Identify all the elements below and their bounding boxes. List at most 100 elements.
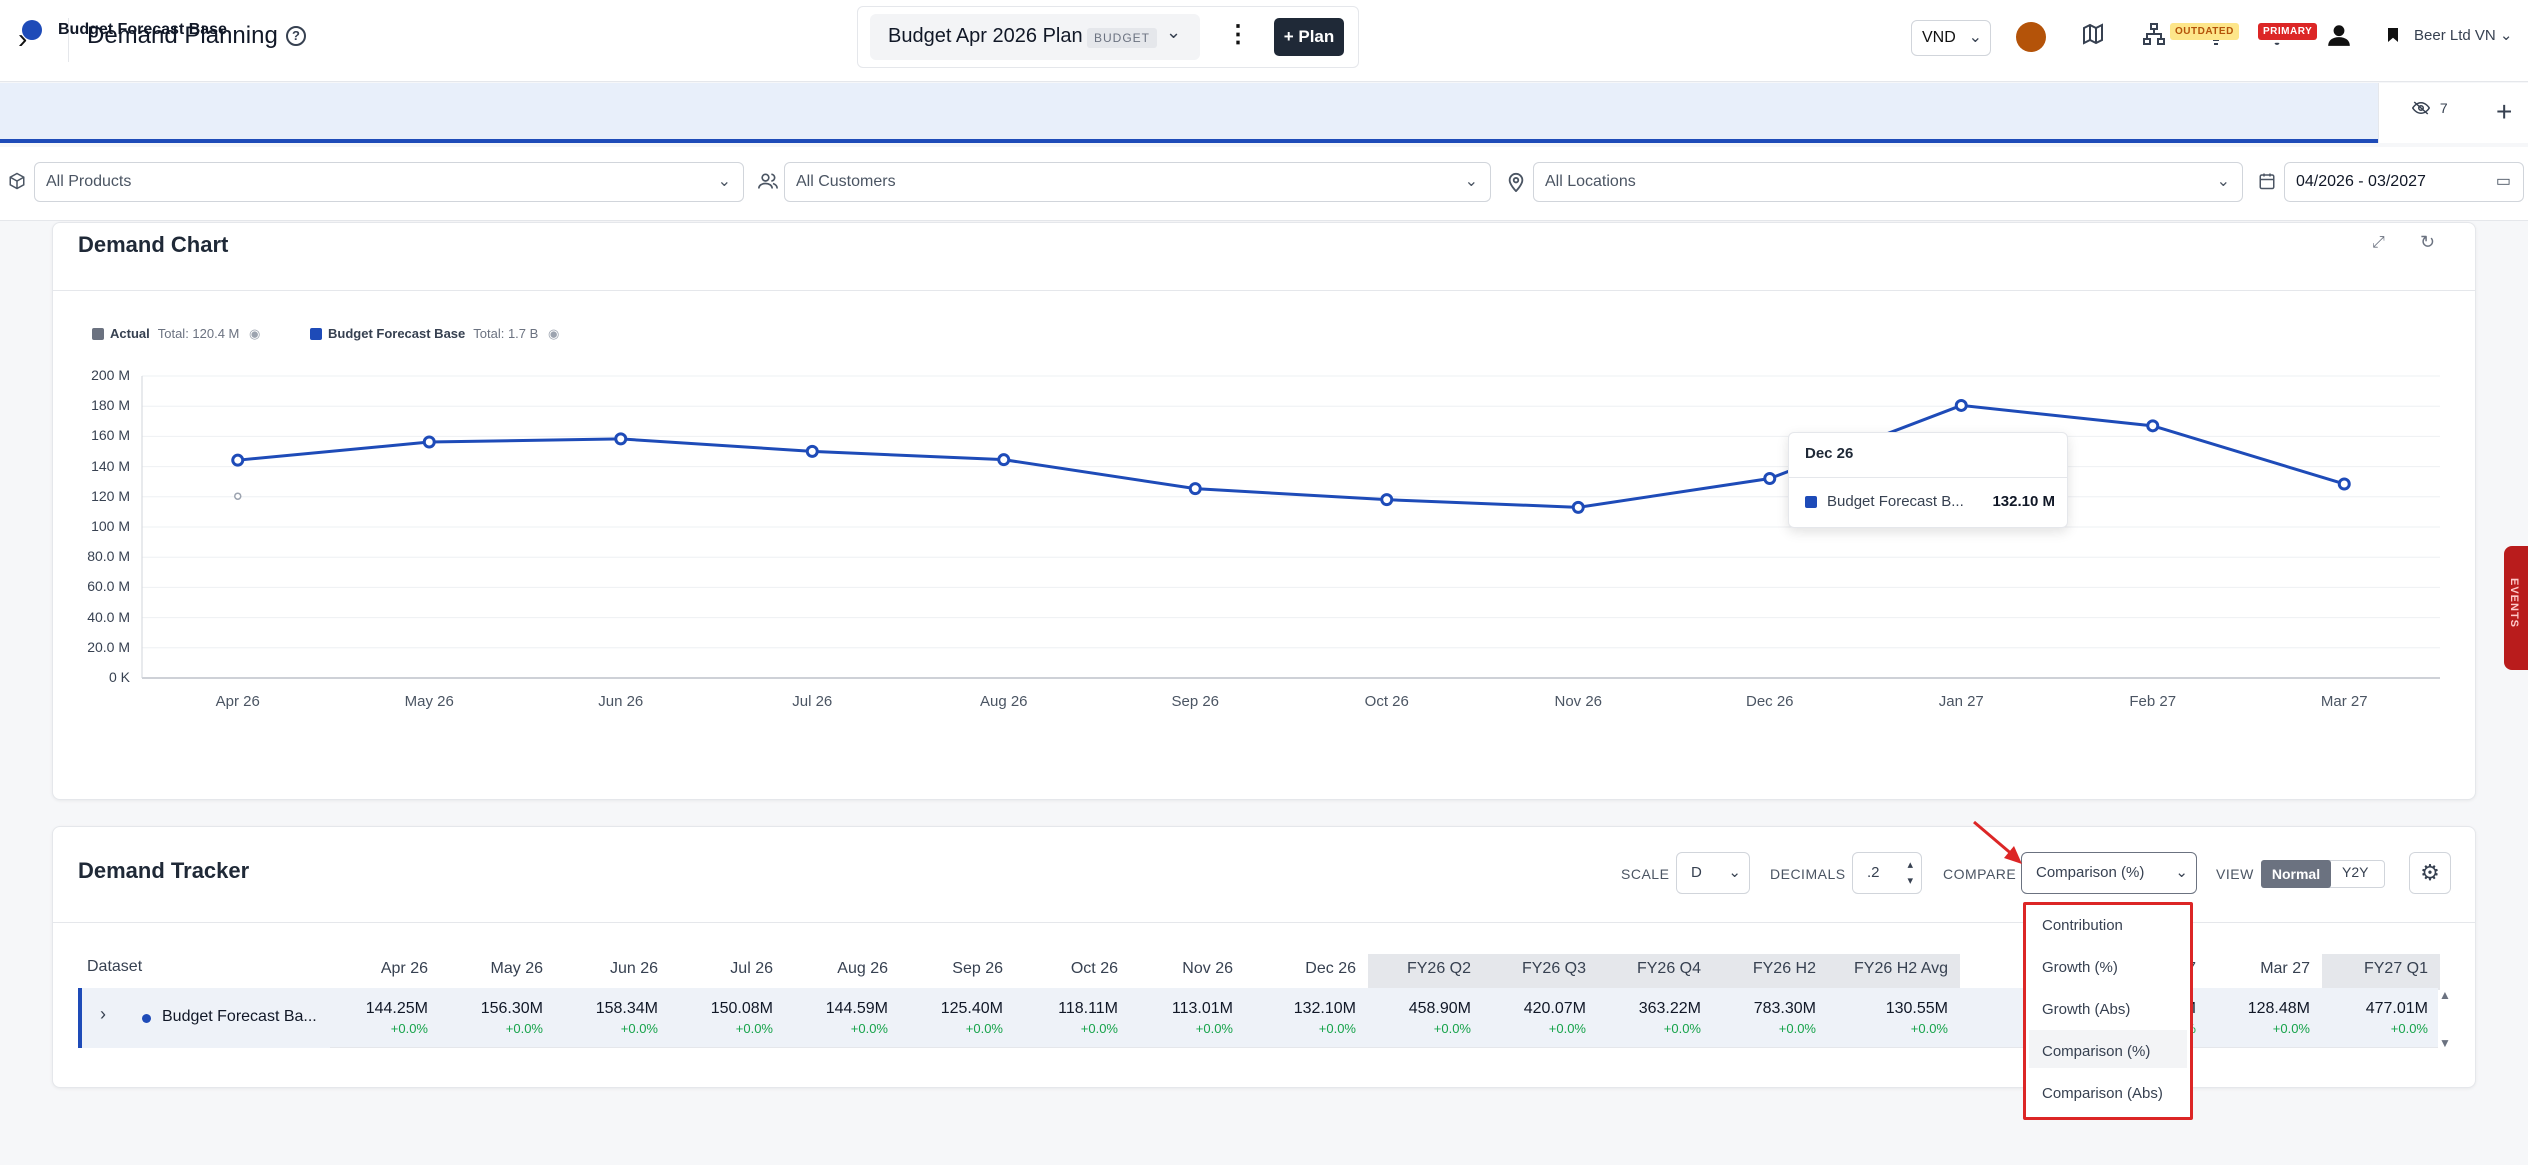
decimals-stepper[interactable]: .2 ▴ ▾ bbox=[1852, 852, 1922, 894]
column-header[interactable]: Aug 26 bbox=[837, 960, 888, 977]
row-name[interactable]: Budget Forecast Ba... bbox=[162, 1008, 317, 1025]
cell-change: +0.0% bbox=[735, 1021, 773, 1036]
chevron-down-icon[interactable]: ⌄ bbox=[1166, 22, 1182, 42]
add-scenario-icon[interactable]: + bbox=[2496, 96, 2513, 127]
column-header[interactable]: Mar 27 bbox=[2260, 960, 2310, 977]
currency-select[interactable]: VND ⌄ bbox=[1911, 20, 1991, 56]
eye-icon[interactable]: ◉ bbox=[249, 326, 261, 341]
column-header[interactable]: Apr 26 bbox=[380, 960, 428, 977]
column-header[interactable]: FY26 Q4 bbox=[1598, 954, 1713, 990]
table-cell[interactable]: 118.11M +0.0% bbox=[1015, 1000, 1118, 1036]
column-header[interactable]: May 26 bbox=[490, 960, 543, 977]
hierarchy-icon[interactable] bbox=[2140, 22, 2168, 50]
column-header[interactable]: Jul 26 bbox=[730, 960, 773, 977]
page-title: Demand Planning bbox=[87, 22, 278, 49]
products-filter[interactable]: All Products ⌄ bbox=[34, 162, 744, 202]
data-point[interactable] bbox=[805, 444, 819, 458]
data-point[interactable] bbox=[614, 432, 628, 446]
refresh-icon[interactable]: ↻ bbox=[2420, 232, 2436, 252]
tenant-name: Beer Ltd VN bbox=[2414, 27, 2496, 44]
data-point[interactable] bbox=[231, 453, 245, 467]
option-comparison-pct[interactable]: Comparison (%) bbox=[2042, 1043, 2151, 1060]
table-cell[interactable]: 363.22M +0.0% bbox=[1598, 1000, 1701, 1036]
column-header[interactable]: Jun 26 bbox=[609, 960, 658, 977]
customers-filter[interactable]: All Customers ⌄ bbox=[784, 162, 1491, 202]
chevron-down-icon: ⌄ bbox=[1968, 29, 1982, 46]
table-cell[interactable]: 128.48M +0.0% bbox=[2208, 1000, 2310, 1036]
scroll-up-icon[interactable]: ▲ bbox=[2439, 988, 2451, 1002]
data-point[interactable] bbox=[1188, 482, 1202, 496]
option-comparison-abs[interactable]: Comparison (Abs) bbox=[2042, 1085, 2163, 1102]
view-normal-button[interactable]: Normal bbox=[2261, 860, 2331, 888]
data-point[interactable] bbox=[1954, 398, 1968, 412]
cell-change: +0.0% bbox=[1910, 1021, 1948, 1036]
stepper-arrows-icon[interactable]: ▴ ▾ bbox=[1907, 859, 1913, 887]
column-header[interactable]: Dec 26 bbox=[1305, 960, 1356, 977]
table-cell[interactable]: 420.07M +0.0% bbox=[1483, 1000, 1586, 1036]
date-range-input[interactable]: 04/2026 - 03/2027 ▭ bbox=[2284, 162, 2524, 202]
option-contribution[interactable]: Contribution bbox=[2042, 917, 2123, 934]
calendar-icon bbox=[2258, 172, 2276, 195]
table-cell[interactable]: 132.10M +0.0% bbox=[1245, 1000, 1356, 1036]
table-cell[interactable]: 158.34M +0.0% bbox=[555, 1000, 658, 1036]
table-cell[interactable]: 125.40M +0.0% bbox=[900, 1000, 1003, 1036]
add-plan-button[interactable]: + Plan bbox=[1274, 18, 1344, 56]
cell-value: 113.01M bbox=[1171, 1000, 1233, 1017]
x-tick-label: Apr 26 bbox=[215, 693, 260, 710]
legend-item-budget-forecast[interactable]: Budget Forecast Base Total: 1.7 B ◉ bbox=[310, 326, 559, 342]
data-point[interactable] bbox=[2146, 419, 2160, 433]
x-tick-label: Jul 26 bbox=[792, 693, 833, 710]
table-cell[interactable]: 144.59M +0.0% bbox=[785, 1000, 888, 1036]
eye-icon[interactable]: ◉ bbox=[547, 326, 560, 341]
table-cell[interactable]: 150.08M +0.0% bbox=[670, 1000, 773, 1036]
tenant-switcher[interactable]: Beer Ltd VN ⌄ bbox=[2414, 27, 2513, 44]
view-y2y-button[interactable]: Y2Y bbox=[2342, 864, 2369, 880]
table-cell[interactable]: 477.01M +0.0% bbox=[2322, 1000, 2428, 1036]
table-cell[interactable]: 144.25M +0.0% bbox=[330, 1000, 428, 1036]
scroll-down-icon[interactable]: ▼ bbox=[2439, 1036, 2451, 1050]
avatar[interactable] bbox=[2016, 22, 2046, 52]
date-range-value: 04/2026 - 03/2027 bbox=[2296, 173, 2426, 190]
scale-select[interactable]: D ⌄ bbox=[1676, 852, 1750, 894]
events-side-tab[interactable] bbox=[2504, 546, 2528, 670]
user-icon[interactable] bbox=[2326, 22, 2352, 48]
locations-filter[interactable]: All Locations ⌄ bbox=[1533, 162, 2243, 202]
option-growth-abs[interactable]: Growth (Abs) bbox=[2042, 1001, 2131, 1018]
scenario-name[interactable]: Budget Forecast Base bbox=[58, 21, 227, 38]
expand-row-icon[interactable]: › bbox=[100, 1004, 106, 1024]
data-point[interactable] bbox=[234, 492, 242, 500]
map-icon[interactable] bbox=[2079, 22, 2107, 50]
cell-value: 477.01M bbox=[2365, 1000, 2428, 1017]
data-point[interactable] bbox=[1571, 500, 1585, 514]
data-point[interactable] bbox=[422, 435, 436, 449]
legend-item-actual[interactable]: Actual Total: 120.4 M ◉ bbox=[92, 326, 260, 342]
column-header[interactable]: Nov 26 bbox=[1182, 960, 1233, 977]
dataset-header: Dataset bbox=[87, 958, 143, 975]
column-header[interactable]: FY26 H2 bbox=[1713, 954, 1828, 990]
settings-button[interactable]: ⚙ bbox=[2409, 852, 2451, 894]
data-point[interactable] bbox=[997, 453, 1011, 467]
table-cell[interactable]: 113.01M +0.0% bbox=[1130, 1000, 1233, 1036]
column-header[interactable]: FY26 Q3 bbox=[1483, 954, 1598, 990]
compare-select[interactable]: Comparison (%) ⌄ bbox=[2021, 852, 2197, 894]
column-header[interactable]: FY26 H2 Avg bbox=[1828, 954, 1960, 990]
option-growth-pct[interactable]: Growth (%) bbox=[2042, 959, 2118, 976]
hidden-scenarios-toggle[interactable]: 7 bbox=[2411, 100, 2448, 116]
data-point[interactable] bbox=[2337, 477, 2351, 491]
more-vertical-icon[interactable]: ⋮ bbox=[1226, 21, 1250, 48]
table-cell[interactable]: 156.30M +0.0% bbox=[440, 1000, 543, 1036]
data-point[interactable] bbox=[1763, 472, 1777, 486]
y-tick-label: 80.0 M bbox=[87, 548, 130, 565]
expand-icon[interactable]: ⤢ bbox=[2372, 234, 2385, 251]
table-cell[interactable]: 130.55M +0.0% bbox=[1828, 1000, 1948, 1036]
table-cell[interactable]: 783.30M +0.0% bbox=[1713, 1000, 1816, 1036]
column-header[interactable]: FY26 Q2 bbox=[1368, 954, 1483, 990]
column-header[interactable]: Oct 26 bbox=[1070, 960, 1118, 977]
currency-value: VND bbox=[1922, 29, 1956, 46]
column-header[interactable]: FY27 Q1 bbox=[2322, 954, 2440, 990]
sidebar-toggle-icon[interactable]: › bbox=[18, 23, 28, 54]
data-point[interactable] bbox=[1380, 493, 1394, 507]
table-cell[interactable]: 458.90M +0.0% bbox=[1368, 1000, 1471, 1036]
help-icon[interactable]: ? bbox=[286, 26, 306, 46]
column-header[interactable]: Sep 26 bbox=[952, 960, 1003, 977]
